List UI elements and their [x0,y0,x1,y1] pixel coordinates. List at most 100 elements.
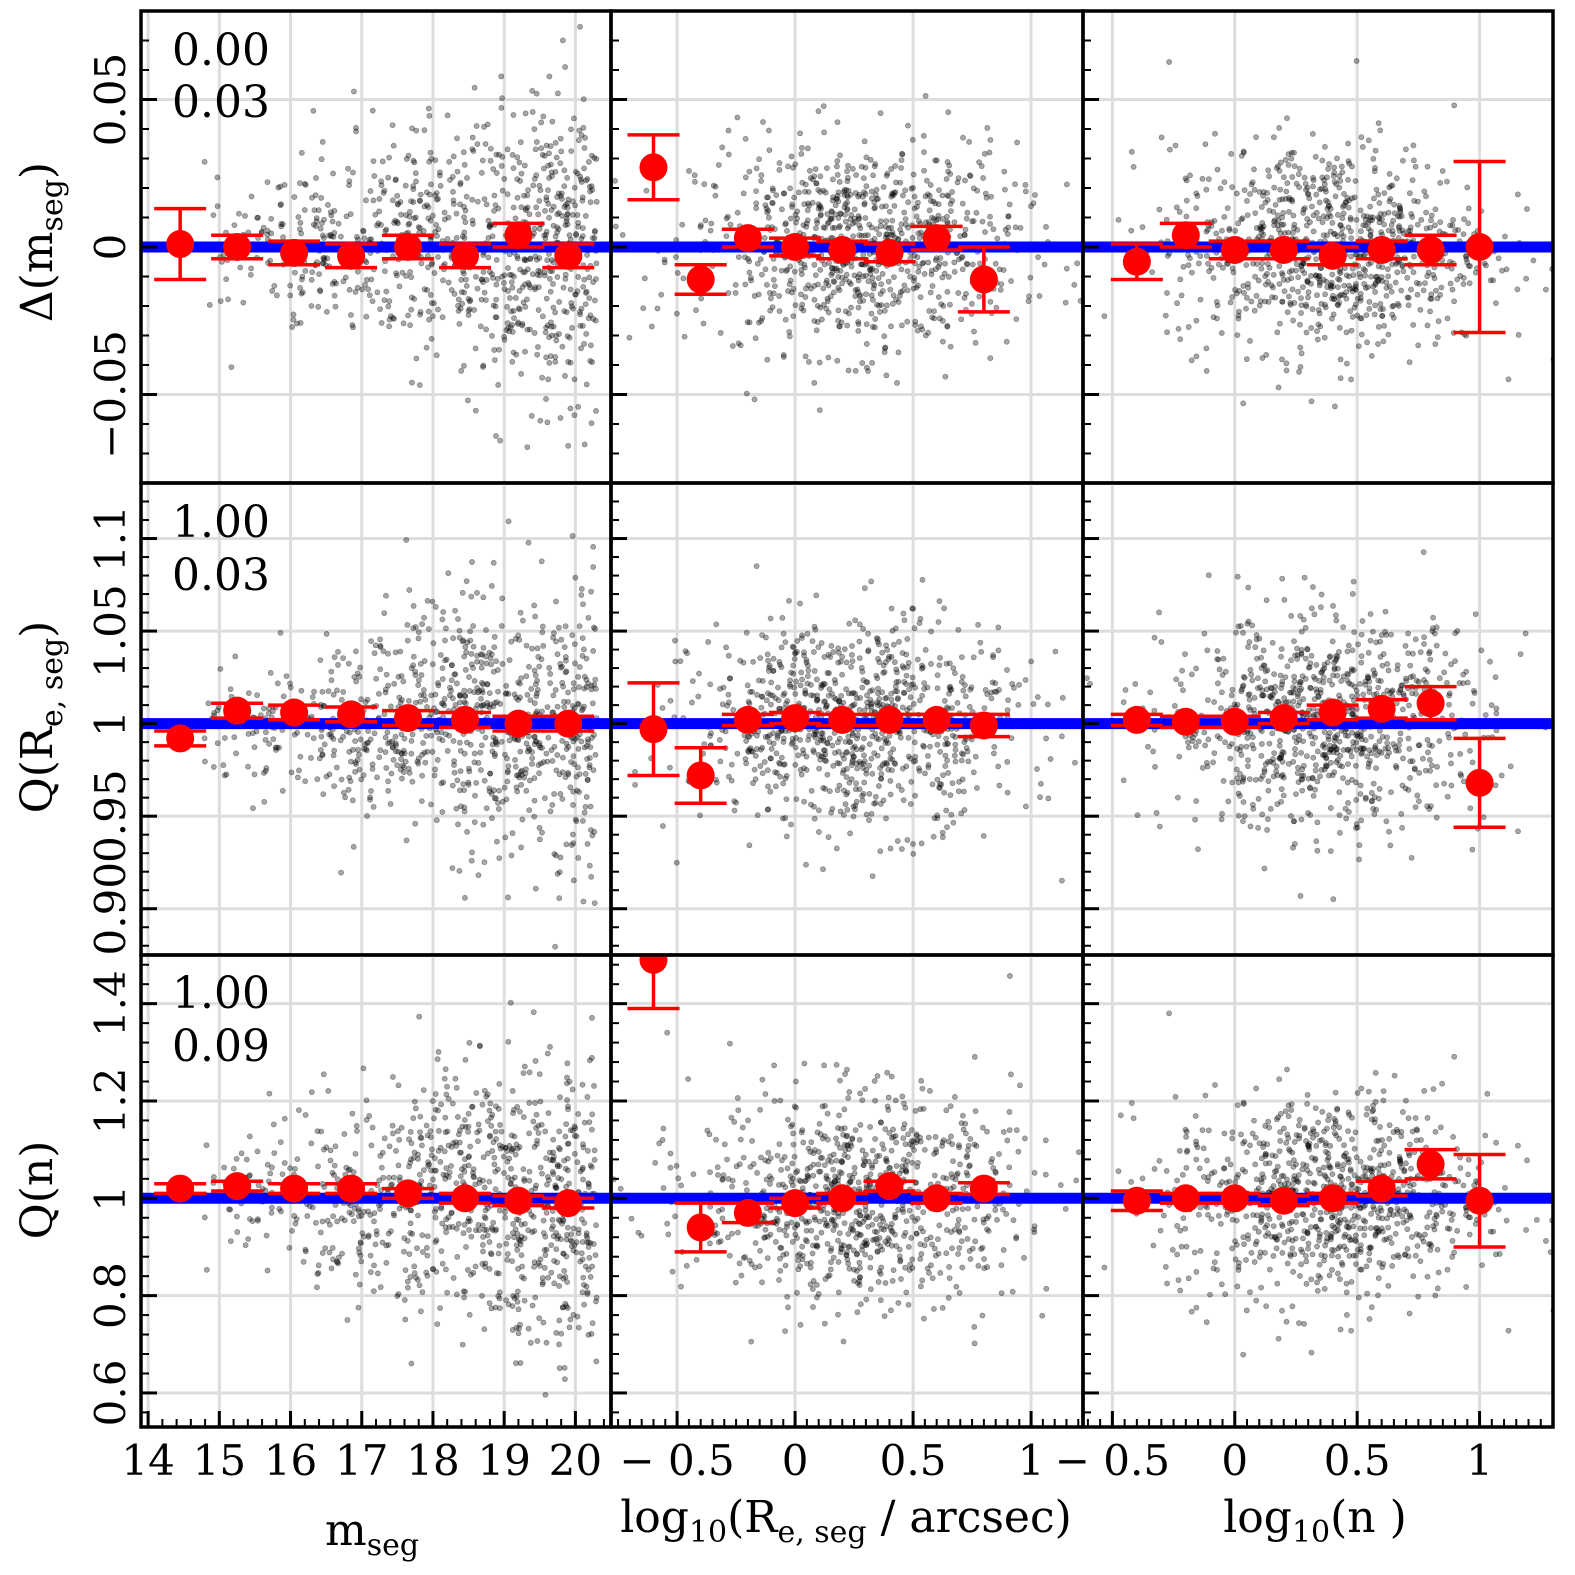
galaxy-point [575,273,582,280]
galaxy-point [760,119,766,125]
galaxy-point [1368,273,1374,280]
galaxy-point [479,687,485,694]
galaxy-point [1218,330,1225,336]
galaxy-point [735,254,742,260]
galaxy-point [201,735,208,742]
galaxy-point [370,158,377,164]
galaxy-point [881,669,888,675]
galaxy-point [278,220,285,227]
galaxy-point [1045,795,1052,802]
galaxy-point [842,218,849,225]
binned-median-point [451,705,480,734]
galaxy-point [769,200,776,207]
galaxy-point [815,187,822,193]
galaxy-point [464,174,470,181]
galaxy-point [851,743,858,750]
galaxy-point [811,815,818,822]
galaxy-point [486,704,493,711]
galaxy-point [861,585,868,592]
galaxy-point [1407,224,1414,231]
galaxy-point [865,232,871,238]
galaxy-point [532,681,539,688]
galaxy-point [565,442,572,449]
galaxy-point [943,176,950,182]
galaxy-point [297,284,303,291]
galaxy-point [835,189,842,196]
galaxy-point [865,368,871,374]
galaxy-point [1298,262,1305,269]
galaxy-point [474,589,480,596]
galaxy-point [887,791,894,798]
galaxy-point [1345,140,1351,147]
galaxy-point [574,212,581,218]
galaxy-point [850,753,857,760]
galaxy-point [210,764,217,770]
galaxy-point [493,739,499,746]
galaxy-point [794,208,801,215]
galaxy-point [397,699,404,706]
galaxy-point [453,805,460,812]
galaxy-point [361,745,368,752]
galaxy-point [421,127,428,134]
galaxy-point [805,200,811,207]
galaxy-point [583,676,590,683]
galaxy-point [1005,224,1012,231]
galaxy-point [481,196,488,202]
galaxy-point [331,747,338,754]
galaxy-point [453,680,460,687]
galaxy-point [1227,755,1234,762]
galaxy-point [536,742,543,749]
galaxy-point [1299,267,1305,273]
galaxy-point [901,679,908,685]
galaxy-point [1437,291,1444,298]
galaxy-point [461,787,467,793]
galaxy-point [992,680,999,687]
galaxy-point [591,229,598,235]
galaxy-point [1322,291,1328,298]
galaxy-point [802,181,809,188]
galaxy-point [749,748,756,755]
galaxy-point [950,665,957,672]
binned-median-point [781,704,810,733]
galaxy-point [323,308,330,315]
galaxy-point [1390,314,1397,321]
galaxy-point [860,273,867,280]
galaxy-point [1327,281,1334,288]
galaxy-point [821,681,828,687]
galaxy-point [888,323,894,330]
galaxy-point [1257,298,1264,304]
galaxy-point [839,770,846,776]
galaxy-point [228,364,235,370]
galaxy-point [931,815,938,821]
galaxy-point [885,740,891,746]
binned-median-point [166,230,195,259]
galaxy-point [387,313,394,319]
galaxy-point [1287,301,1294,308]
galaxy-point [756,677,762,684]
galaxy-point [531,741,538,748]
galaxy-point [859,797,866,804]
galaxy-point [1387,842,1394,849]
galaxy-point [865,647,872,654]
galaxy-point [464,828,470,835]
galaxy-point [708,220,715,227]
galaxy-point [951,219,958,225]
binned-medians [627,133,1010,314]
galaxy-point [511,273,517,280]
galaxy-point [425,204,432,211]
galaxy-point [1460,231,1467,237]
galaxy-point [415,629,422,635]
galaxy-point [1275,163,1281,169]
galaxy-point [910,605,917,612]
galaxy-point [455,821,461,828]
galaxy-point [1337,222,1344,228]
galaxy-point [1370,155,1377,162]
galaxy-point [939,274,946,281]
galaxy-point [1014,139,1020,146]
galaxy-point [1250,260,1256,267]
galaxy-point [852,802,859,809]
galaxy-point [328,212,335,219]
galaxy-point [417,309,424,315]
galaxy-point [1418,216,1425,223]
